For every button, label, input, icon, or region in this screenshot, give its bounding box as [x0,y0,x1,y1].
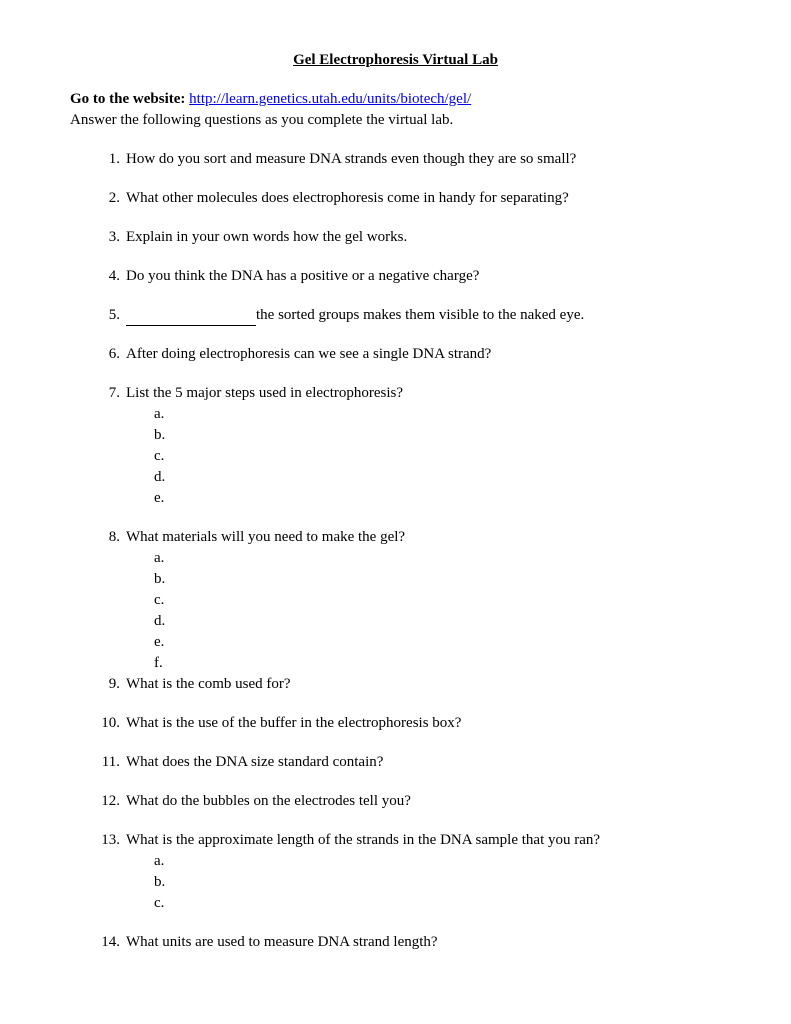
question-text: Do you think the DNA has a positive or a… [126,266,721,287]
question-13: 13. What is the approximate length of th… [98,830,721,851]
question-text: What other molecules does electrophoresi… [126,188,721,209]
subitem: c. [154,590,721,611]
subitem: b. [154,569,721,590]
question-6: 6. After doing electrophoresis can we se… [98,344,721,365]
intro-label: Go to the website: [70,91,189,107]
question-1: 1. How do you sort and measure DNA stran… [98,149,721,170]
subitem-letter: e. [154,632,172,653]
question-10: 10. What is the use of the buffer in the… [98,713,721,734]
subitem-letter: a. [154,404,172,425]
subitem: e. [154,488,721,509]
subitem-letter: e. [154,488,172,509]
question-5: 5. the sorted groups makes them visible … [98,305,721,326]
question-number: 8. [98,527,120,548]
question-number: 10. [98,713,120,734]
question-text: What is the approximate length of the st… [126,830,721,851]
subitem-letter: d. [154,467,172,488]
question-2: 2. What other molecules does electrophor… [98,188,721,209]
question-number: 14. [98,932,120,953]
question-3: 3. Explain in your own words how the gel… [98,227,721,248]
subitem-letter: c. [154,446,172,467]
question-12: 12. What do the bubbles on the electrode… [98,791,721,812]
subitem: e. [154,632,721,653]
question-text: What is the use of the buffer in the ele… [126,713,721,734]
questions-list: 1. How do you sort and measure DNA stran… [70,149,721,953]
question-4: 4. Do you think the DNA has a positive o… [98,266,721,287]
intro-block: Go to the website: http://learn.genetics… [70,89,721,131]
question-number: 13. [98,830,120,851]
question-text: List the 5 major steps used in electroph… [126,383,721,404]
subitem-letter: f. [154,653,172,674]
question-text: What materials will you need to make the… [126,527,721,548]
question-number: 9. [98,674,120,695]
subitem: b. [154,425,721,446]
subitem: a. [154,404,721,425]
instruction-text: Answer the following questions as you co… [70,110,721,131]
subitem-letter: a. [154,548,172,569]
question-9: 9. What is the comb used for? [98,674,721,695]
subitem-letter: b. [154,425,172,446]
question-number: 6. [98,344,120,365]
question-text: Explain in your own words how the gel wo… [126,227,721,248]
subitem: c. [154,893,721,914]
subitem-letter: c. [154,590,172,611]
subitem: b. [154,872,721,893]
question-number: 2. [98,188,120,209]
question-number: 5. [98,305,120,326]
question-number: 1. [98,149,120,170]
subitem-letter: b. [154,872,172,893]
sublist-8: a. b. c. d. e. f. [98,548,721,674]
subitem: a. [154,851,721,872]
question-8: 8. What materials will you need to make … [98,527,721,548]
subitem: c. [154,446,721,467]
subitem: d. [154,467,721,488]
question-text: What does the DNA size standard contain? [126,752,721,773]
question-number: 3. [98,227,120,248]
subitem-letter: c. [154,893,172,914]
question-text: How do you sort and measure DNA strands … [126,149,721,170]
question-text: What is the comb used for? [126,674,721,695]
website-link[interactable]: http://learn.genetics.utah.edu/units/bio… [189,91,471,107]
question-number: 11. [98,752,120,773]
question-number: 4. [98,266,120,287]
sublist-7: a. b. c. d. e. [98,404,721,509]
question-number: 12. [98,791,120,812]
subitem-letter: b. [154,569,172,590]
sublist-13: a. b. c. [98,851,721,914]
subitem: d. [154,611,721,632]
subitem: f. [154,653,721,674]
question-text: the sorted groups makes them visible to … [126,305,721,326]
question-7: 7. List the 5 major steps used in electr… [98,383,721,404]
fill-in-blank [126,325,256,326]
q5-text-after: the sorted groups makes them visible to … [256,307,584,323]
question-number: 7. [98,383,120,404]
subitem-letter: a. [154,851,172,872]
page-title: Gel Electrophoresis Virtual Lab [70,50,721,71]
question-text: After doing electrophoresis can we see a… [126,344,721,365]
question-11: 11. What does the DNA size standard cont… [98,752,721,773]
subitem: a. [154,548,721,569]
question-text: What units are used to measure DNA stran… [126,932,721,953]
question-text: What do the bubbles on the electrodes te… [126,791,721,812]
question-14: 14. What units are used to measure DNA s… [98,932,721,953]
subitem-letter: d. [154,611,172,632]
